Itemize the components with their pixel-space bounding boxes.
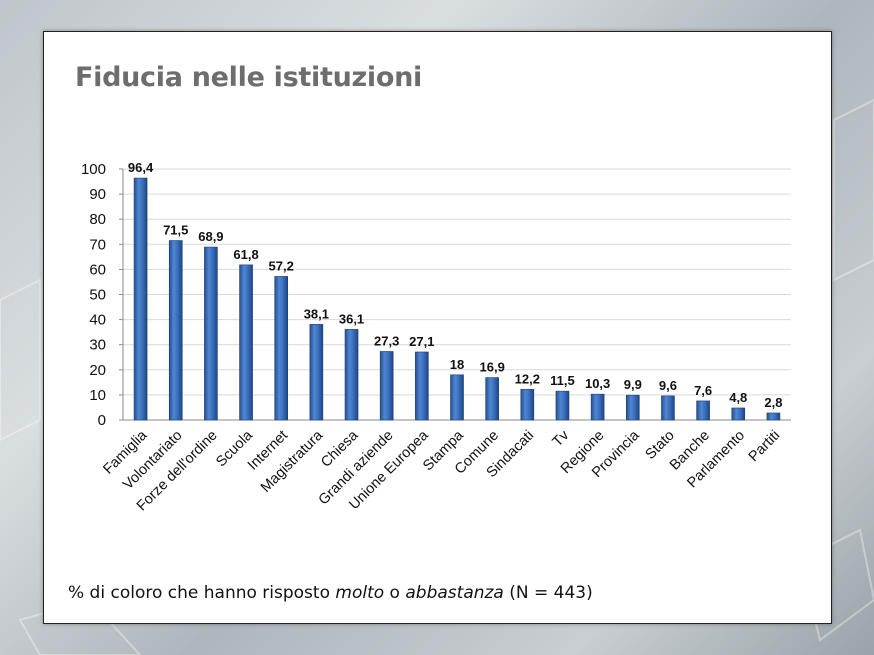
bar: [555, 390, 570, 421]
bar: [661, 395, 675, 421]
caption-text-connector: o: [384, 583, 406, 603]
y-tick-label: 60: [89, 261, 106, 278]
bar: [309, 324, 324, 421]
bar: [379, 351, 394, 421]
data-label: 9,6: [659, 378, 677, 393]
y-tick-label: 30: [89, 337, 106, 354]
data-label: 10,3: [585, 376, 610, 391]
data-label: 71,5: [163, 223, 188, 238]
x-tick-label: Tv: [550, 427, 573, 450]
bar: [133, 177, 148, 421]
data-label: 7,6: [694, 383, 712, 398]
data-label: 12,2: [515, 371, 540, 386]
data-label: 38,1: [304, 306, 329, 321]
bars: [133, 177, 781, 421]
caption-emphasis-molto: molto: [335, 583, 385, 603]
data-label: 27,3: [374, 333, 399, 348]
bar: [696, 400, 710, 421]
y-tick-label: 90: [89, 186, 106, 203]
bar: [168, 240, 183, 421]
y-axis: 0 10 20 30 40 50 60 70 80 90 100: [81, 161, 124, 429]
chart-title: Fiducia nelle istituzioni: [75, 62, 422, 93]
data-label: 11,5: [550, 373, 575, 388]
caption-sample-size: (N = 443): [503, 583, 593, 603]
gridlines: [123, 168, 791, 421]
data-label: 4,8: [729, 390, 747, 405]
bar: [625, 394, 640, 421]
data-label: 96,4: [128, 160, 154, 175]
caption-emphasis-abbastanza: abbastanza: [405, 583, 504, 603]
y-tick-label: 10: [89, 387, 106, 404]
data-label: 68,9: [198, 229, 223, 244]
x-tick-label: Partiti: [746, 428, 784, 466]
y-tick-label: 100: [81, 161, 106, 178]
data-label: 9,9: [624, 377, 642, 392]
bar: [204, 246, 218, 421]
y-tick-label: 40: [89, 312, 106, 329]
y-tick-label: 50: [89, 287, 106, 304]
data-label: 18: [450, 357, 464, 372]
data-labels: 96,4 71,5 68,9 61,8 57,2 38,1 36,1 27,3 27,1 18 16…: [128, 160, 783, 410]
bar: [344, 329, 359, 421]
slide: Fiducia nelle istituzioni 0 10 20 30 40 50 60 7…: [43, 31, 832, 624]
bar: [274, 276, 289, 421]
data-label: 2,8: [764, 395, 782, 410]
y-tick-label: 20: [89, 362, 106, 379]
bar: [590, 393, 605, 421]
bar-chart: 0 10 20 30 40 50 60 70 80 90 100 96,4 71,5 68,9 61,8 5…: [81, 160, 791, 514]
bar: [415, 351, 429, 421]
bar: [485, 377, 499, 421]
y-tick-label: 80: [89, 211, 106, 228]
bar: [520, 389, 535, 421]
data-label: 27,1: [409, 334, 434, 349]
data-label: 61,8: [233, 247, 258, 262]
caption-text: % di coloro che hanno risposto: [68, 583, 336, 603]
bar: [766, 412, 781, 421]
data-label: 36,1: [339, 311, 364, 326]
y-tick-label: 0: [98, 412, 106, 429]
data-label: 57,2: [269, 258, 294, 273]
bar: [731, 407, 746, 421]
bar: [450, 374, 464, 421]
bar: [239, 264, 253, 421]
chart-caption: % di coloro che hanno risposto molto o a…: [68, 583, 593, 603]
y-tick-label: 70: [89, 236, 106, 253]
data-label: 16,9: [480, 360, 505, 375]
